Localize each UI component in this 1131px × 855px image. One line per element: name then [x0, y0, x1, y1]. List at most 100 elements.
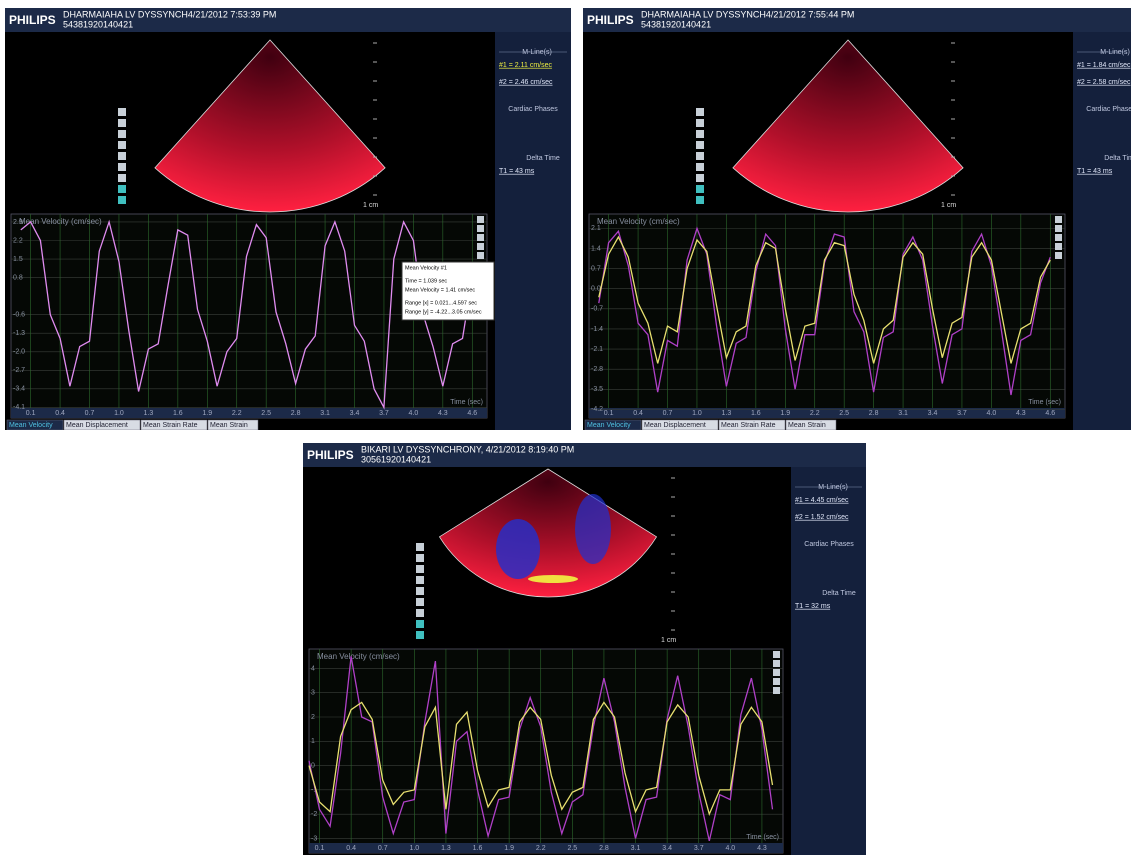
tool-icon[interactable] [696, 185, 704, 193]
tool-icon[interactable] [118, 141, 126, 149]
x-tick-label: 0.1 [604, 410, 614, 417]
sidebar-heading: Cardiac Phases [1086, 106, 1131, 113]
plot-tool[interactable] [477, 225, 484, 232]
tab-label[interactable]: Mean Strain Rate [721, 422, 776, 429]
patient-id: 54381920140421 [63, 19, 133, 29]
tool-icon[interactable] [696, 196, 704, 204]
sidebar [791, 467, 866, 855]
tool-icon[interactable] [416, 620, 424, 628]
m-line-value[interactable]: #1 = 1.84 cm/sec [1077, 62, 1131, 69]
plot-tool[interactable] [1055, 225, 1062, 232]
study-title: DHARMAIAHA LV DYSSYNCH4/21/2012 7:53:39 … [63, 9, 276, 19]
y-tick-label: -4.1 [13, 404, 25, 411]
tab-label[interactable]: Mean Displacement [644, 422, 706, 429]
tab-label[interactable]: Mean Velocity [9, 422, 53, 429]
tab-label[interactable]: Mean Strain [210, 422, 248, 429]
plot-tool[interactable] [477, 234, 484, 241]
sidebar [495, 32, 571, 430]
tool-icon[interactable] [118, 119, 126, 127]
tab-label[interactable]: Mean Displacement [66, 422, 128, 429]
plot-tool[interactable] [773, 678, 780, 685]
tool-icon[interactable] [118, 130, 126, 138]
y-axis-label: Mean Velocity (cm/sec) [317, 652, 400, 661]
m-line-value[interactable]: #1 = 4.45 cm/sec [795, 497, 849, 504]
y-tick-label: -4.2 [591, 406, 603, 413]
x-tick-label: 3.4 [350, 410, 360, 417]
plot-tool[interactable] [1055, 243, 1062, 250]
plot-tool[interactable] [773, 669, 780, 676]
tab-label[interactable]: Mean Strain [788, 422, 826, 429]
x-tick-label: 4.0 [725, 845, 735, 852]
plot-tool[interactable] [1055, 234, 1062, 241]
m-line-value[interactable]: #2 = 2.46 cm/sec [499, 79, 553, 86]
x-tick-label: 0.7 [663, 410, 673, 417]
sidebar-heading: M-Line(s) [818, 484, 848, 491]
x-tick-label: 3.7 [694, 845, 704, 852]
y-tick-label: -3.5 [591, 386, 603, 393]
plot-tool[interactable] [773, 660, 780, 667]
x-tick-label: 1.3 [144, 410, 154, 417]
y-tick-label: 0.0 [591, 286, 601, 293]
doppler-blue [575, 494, 611, 564]
x-tick-label: 2.2 [536, 845, 546, 852]
tool-icon[interactable] [118, 185, 126, 193]
tool-icon[interactable] [696, 174, 704, 182]
x-tick-label: 2.5 [261, 410, 271, 417]
tab-label[interactable]: Mean Strain Rate [143, 422, 198, 429]
tool-icon[interactable] [696, 130, 704, 138]
plot-tool[interactable] [773, 651, 780, 658]
tool-icon[interactable] [118, 108, 126, 116]
y-tick-label: 2.1 [591, 225, 601, 232]
delta-time-value[interactable]: T1 = 32 ms [795, 603, 831, 610]
y-tick-label: 1 [311, 738, 315, 745]
tool-icon[interactable] [696, 119, 704, 127]
delta-time-value[interactable]: T1 = 43 ms [499, 168, 535, 175]
tool-icon[interactable] [416, 543, 424, 551]
y-tick-label: -1.3 [13, 330, 25, 337]
plot-tool[interactable] [1055, 216, 1062, 223]
tool-icon[interactable] [118, 152, 126, 160]
tab-label[interactable]: Mean Velocity [587, 422, 631, 429]
x-tick-label: 3.7 [379, 410, 389, 417]
tool-icon[interactable] [696, 108, 704, 116]
y-axis-label: Mean Velocity (cm/sec) [597, 217, 680, 226]
plot-tool[interactable] [477, 216, 484, 223]
m-line-value[interactable]: #2 = 1.52 cm/sec [795, 514, 849, 521]
x-tick-label: 1.6 [751, 410, 761, 417]
x-tick-label: 3.1 [898, 410, 908, 417]
tooltip-line: Range [y] = -4.22...3.05 cm/sec [405, 309, 482, 315]
tool-icon[interactable] [696, 163, 704, 171]
sidebar [1073, 32, 1131, 430]
tool-icon[interactable] [416, 587, 424, 595]
delta-time-value[interactable]: T1 = 43 ms [1077, 168, 1113, 175]
y-tick-label: -3.4 [13, 386, 25, 393]
tool-icon[interactable] [696, 152, 704, 160]
tool-icon[interactable] [416, 565, 424, 573]
plot-tool[interactable] [477, 243, 484, 250]
y-tick-label: 4 [311, 665, 315, 672]
x-tick-label: 0.4 [346, 845, 356, 852]
x-tick-label: 1.3 [441, 845, 451, 852]
y-tick-label: -2.7 [13, 367, 25, 374]
sidebar-heading: Cardiac Phases [804, 541, 854, 548]
plot-tool[interactable] [773, 687, 780, 694]
tool-icon[interactable] [118, 196, 126, 204]
m-line-value[interactable]: #2 = 2.58 cm/sec [1077, 79, 1131, 86]
plot-area [309, 649, 783, 853]
plot-tool[interactable] [1055, 252, 1062, 259]
tool-icon[interactable] [416, 554, 424, 562]
y-tick-label: -1.4 [591, 326, 603, 333]
tool-icon[interactable] [416, 576, 424, 584]
m-line-value[interactable]: #1 = 2.11 cm/sec [499, 62, 552, 69]
tool-icon[interactable] [696, 141, 704, 149]
tooltip-line: Range [x] = 0.021...4.597 sec [405, 300, 477, 306]
x-tick-label: 3.4 [928, 410, 938, 417]
sidebar-heading: Delta Time [526, 155, 560, 162]
tool-icon[interactable] [416, 598, 424, 606]
plot-tool[interactable] [477, 252, 484, 259]
tool-icon[interactable] [416, 631, 424, 639]
tool-icon[interactable] [416, 609, 424, 617]
tool-icon[interactable] [118, 163, 126, 171]
tool-icon[interactable] [118, 174, 126, 182]
